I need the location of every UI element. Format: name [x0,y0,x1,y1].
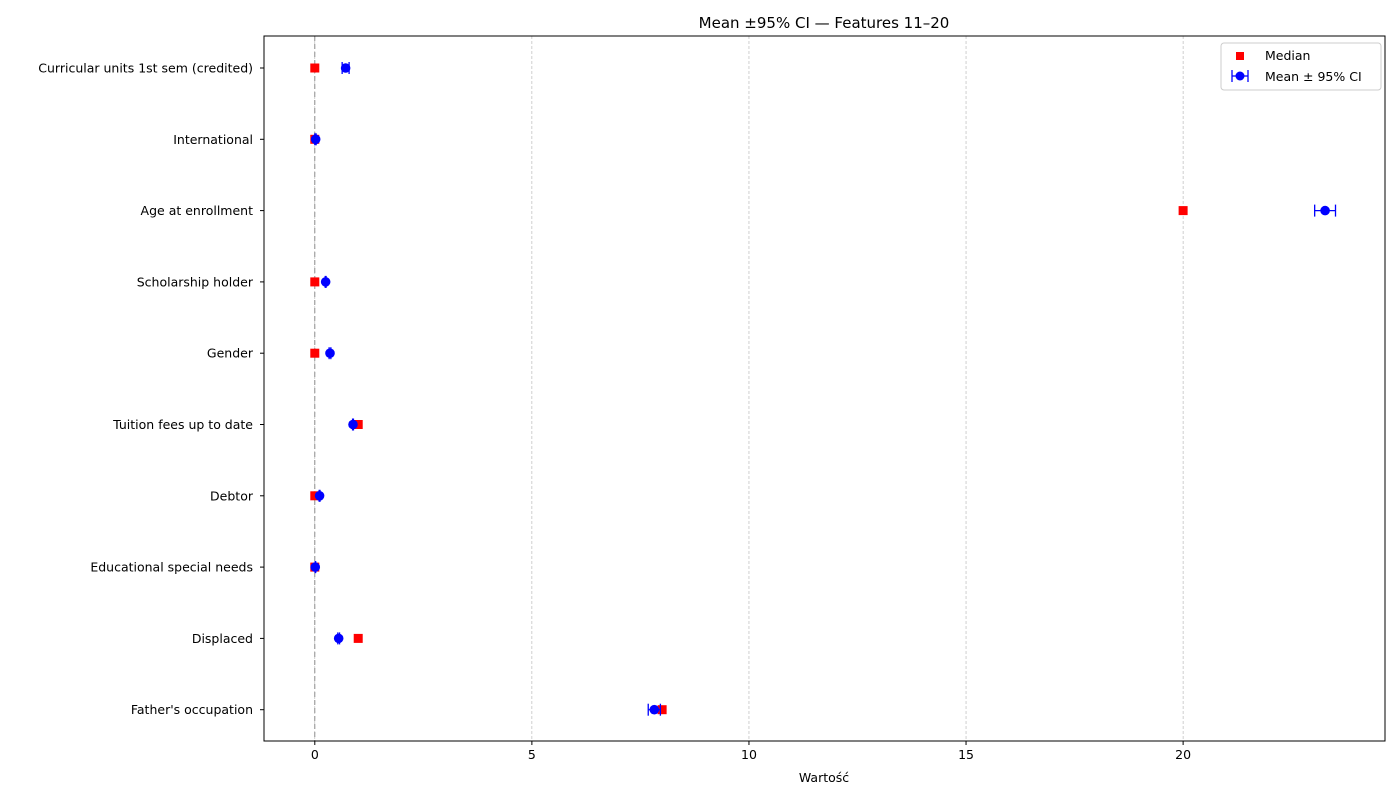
y-tick-label-1: International [173,132,253,147]
mean-marker-9 [649,704,660,715]
x-tick-label-1: 5 [528,747,536,762]
legend-mean-marker [1235,71,1245,81]
legend-mean-label: Mean ± 95% CI [1265,69,1362,84]
y-tick-label-9: Father's occupation [131,702,253,717]
mean-marker-0 [340,63,351,73]
median-marker-4 [310,348,320,358]
median-marker-8 [353,633,363,643]
legend: Median Mean ± 95% CI [1220,42,1382,91]
median-marker-2 [1178,206,1188,216]
grid-layer [314,36,1184,741]
mean-marker-3 [320,277,331,287]
x-tick-label-3: 15 [958,747,974,762]
legend-median-label: Median [1265,48,1310,63]
mean-marker-2 [1320,205,1330,216]
median-marker-5 [353,420,363,429]
x-tick-label-0: 0 [311,747,319,762]
y-tick-label-6: Debtor [210,488,254,503]
median-marker-0 [310,63,320,73]
y-tick-label-4: Gender [207,346,254,361]
chart-title: Mean ±95% CI — Features 11–20 [699,14,950,32]
mean-marker-1 [310,134,321,145]
median-marker-3 [310,277,320,287]
y-tick-label-0: Curricular units 1st sem (credited) [38,61,253,76]
axes-layer: 0 5 10 15 20 Curricular units 1st sem (credit… [38,35,1386,762]
mean-marker-8 [333,633,344,644]
mean-marker-5 [348,419,358,430]
median-marker-9 [657,705,667,715]
x-tick-label-4: 20 [1175,747,1191,762]
mean-marker-6 [314,491,325,501]
y-tick-label-3: Scholarship holder [137,274,254,289]
y-tick-label-8: Displaced [192,631,253,646]
marks-layer [310,62,1337,716]
y-tick-label-5: Tuition fees up to date [112,417,253,432]
plot-frame [263,35,1386,742]
x-tick-label-2: 10 [741,747,757,762]
mean-marker-4 [325,348,335,359]
legend-median-marker [1236,52,1244,60]
mean-marker-7 [310,562,321,572]
y-tick-label-7: Educational special needs [90,560,253,575]
legend-frame [1220,42,1382,91]
x-axis-title: Wartość [799,770,849,785]
y-tick-label-2: Age at enrollment [141,203,254,218]
